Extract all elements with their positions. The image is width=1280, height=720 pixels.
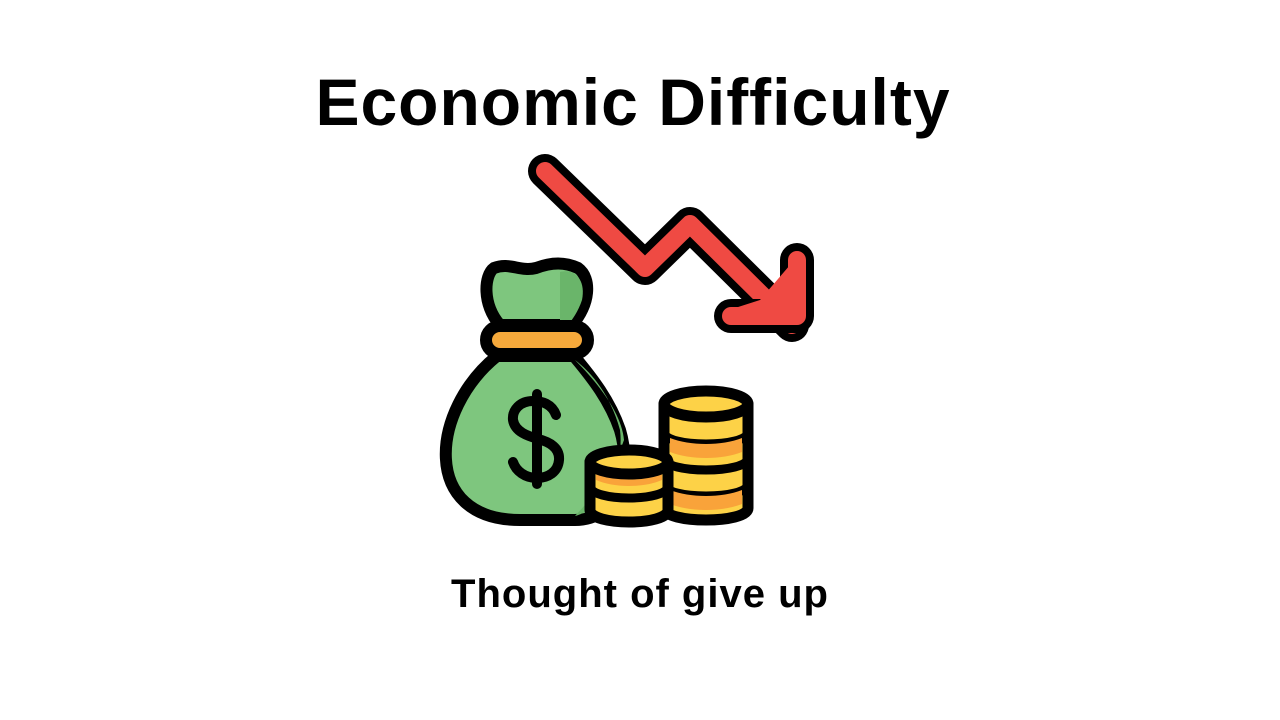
coin-stack-icon	[658, 385, 754, 526]
dollar-sign-icon	[507, 389, 565, 489]
trend-down-arrow-icon	[528, 154, 814, 342]
coin-stack-small-icon	[584, 444, 674, 528]
slide-title: Economic Difficulty	[315, 65, 951, 139]
slide-subtitle: Thought of give up	[451, 572, 829, 616]
